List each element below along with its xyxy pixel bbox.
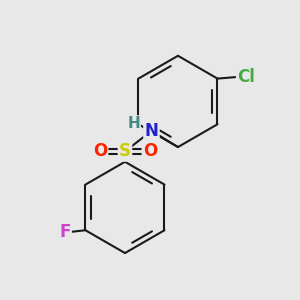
- Text: O: O: [93, 142, 107, 160]
- Text: F: F: [59, 223, 70, 241]
- Text: Cl: Cl: [237, 68, 255, 86]
- Text: S: S: [119, 142, 131, 160]
- Text: H: H: [128, 116, 140, 131]
- Text: N: N: [145, 122, 158, 140]
- Text: O: O: [143, 142, 157, 160]
